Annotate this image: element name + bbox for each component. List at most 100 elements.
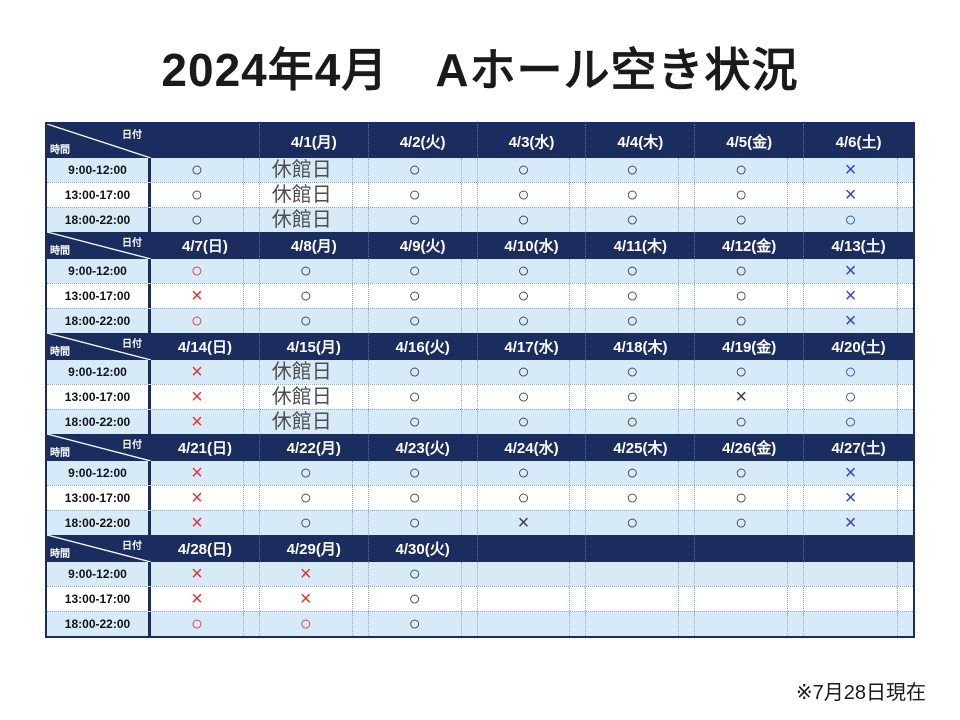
availability-cell: ○	[804, 385, 913, 409]
availability-cell: ○	[260, 461, 369, 485]
date-header-cell: 4/4(木)	[586, 124, 696, 158]
availability-cell: ○	[478, 284, 587, 308]
availability-cell: ×	[260, 587, 369, 611]
availability-cell: ○	[478, 208, 587, 232]
date-header-cell: 4/20(土)	[831, 339, 886, 356]
corner-time-label: 時間	[50, 347, 70, 358]
availability-cell: ○	[586, 410, 696, 434]
availability-cell	[586, 562, 696, 586]
availability-cell: ○	[695, 158, 805, 182]
availability-cell: ○	[260, 612, 369, 636]
date-header-cell: 4/12(金)	[695, 232, 805, 259]
availability-cell: ○	[369, 511, 478, 535]
date-header-cell: 4/25(木)	[586, 434, 696, 461]
date-header-cell: 4/30(火)	[369, 535, 478, 562]
availability-cell: ×	[151, 284, 260, 308]
availability-cell: ○	[369, 410, 478, 434]
date-header-cell: 4/11(木)	[586, 232, 696, 259]
availability-cell: ○	[369, 309, 478, 333]
availability-cell: ○	[369, 360, 478, 384]
date-header-cell: 4/5(金)	[695, 124, 805, 158]
availability-cell: ×	[804, 183, 913, 207]
availability-cell: 休館日	[252, 208, 369, 232]
time-slot-row: 13:00-17:00 × ○ ○ ○ ○ ○ ×	[47, 283, 913, 308]
availability-cell: ○	[586, 208, 696, 232]
week-header-row: 日付 時間 4/21(日) 4/22(月) 4/23(火) 4/24(水) 4/25(木) 4…	[47, 434, 913, 461]
corner-time-label: 時間	[50, 549, 70, 560]
availability-cell: ×	[478, 511, 587, 535]
availability-cell: ○	[369, 612, 478, 636]
availability-cell: ○	[260, 259, 369, 283]
availability-cell: ○	[369, 259, 478, 283]
availability-cell: ○	[586, 259, 696, 283]
time-slot-cell: 18:00-22:00	[47, 309, 151, 333]
date-header-cell: 4/21(日)	[151, 434, 260, 461]
availability-cell	[478, 562, 587, 586]
date-header-cell: 4/18(木)	[586, 333, 696, 360]
date-header-cell: 4/16(火)	[369, 333, 478, 360]
time-slot-row: 18:00-22:00 ○ 休館日 ○ ○ ○ ○ ○	[47, 207, 913, 232]
corner-cell: 日付 時間	[47, 232, 151, 259]
availability-cell: ×	[151, 587, 260, 611]
availability-cell	[804, 612, 913, 636]
availability-cell: ○	[586, 309, 696, 333]
availability-cell: ○	[369, 562, 478, 586]
time-slot-cell: 9:00-12:00	[47, 461, 151, 485]
availability-cell: ○	[695, 511, 805, 535]
availability-cell: ○	[151, 183, 260, 207]
availability-cell: ○	[369, 385, 478, 409]
time-slot-row: 18:00-22:00 ○ ○ ○	[47, 611, 913, 636]
availability-cell: ○	[260, 284, 369, 308]
diagonal-line	[47, 124, 151, 158]
availability-cell: ○	[260, 511, 369, 535]
availability-cell: ○	[804, 360, 913, 384]
time-slot-cell: 18:00-22:00	[47, 612, 151, 636]
date-header-cell: 4/10(水)	[478, 232, 587, 259]
availability-cell: ○	[151, 309, 260, 333]
diagonal-line	[47, 333, 151, 360]
time-slot-row: 13:00-17:00 × 休館日 ○ ○ ○ × ○	[47, 384, 913, 409]
time-slot-cell: 9:00-12:00	[47, 259, 151, 283]
time-slot-cell: 18:00-22:00	[47, 511, 151, 535]
availability-cell	[478, 587, 587, 611]
time-slot-cell: 13:00-17:00	[47, 486, 151, 510]
availability-cell: ×	[151, 461, 260, 485]
availability-cell: ○	[586, 511, 696, 535]
time-slot-row: 18:00-22:00 ○ ○ ○ ○ ○ ○ ×	[47, 308, 913, 333]
corner-date-label: 日付	[122, 440, 142, 451]
date-header-cell	[151, 124, 260, 158]
corner-time-label: 時間	[50, 246, 70, 257]
date-header-cell: 4/19(金)	[695, 333, 805, 360]
date-header-cell: 4/29(月)	[260, 535, 369, 562]
availability-cell: ○	[478, 461, 587, 485]
time-slot-row: 18:00-22:00 × 休館日 ○ ○ ○ ○ ○	[47, 409, 913, 434]
availability-cell: ○	[586, 360, 696, 384]
date-header-cell: 4/17(水)	[478, 333, 587, 360]
availability-cell: ○	[695, 259, 805, 283]
availability-cell	[695, 612, 805, 636]
time-slot-cell: 13:00-17:00	[47, 284, 151, 308]
availability-cell: ○	[586, 183, 696, 207]
availability-cell: ○	[695, 309, 805, 333]
time-slot-row: 13:00-17:00 × × ○	[47, 586, 913, 611]
diagonal-line	[47, 232, 151, 259]
time-slot-cell: 13:00-17:00	[47, 183, 151, 207]
availability-cell	[804, 587, 913, 611]
availability-cell: ○	[586, 158, 696, 182]
week-header-row: 日付 時間 4/7(日) 4/8(月) 4/9(火) 4/10(水) 4/11(木) 4/12…	[47, 232, 913, 259]
time-slot-row: 9:00-12:00 ○ 休館日 ○ ○ ○ ○ ×	[47, 158, 913, 182]
availability-cell: ○	[804, 208, 913, 232]
availability-cell: ○	[151, 612, 260, 636]
availability-cell: ×	[804, 284, 913, 308]
corner-cell: 日付時間	[47, 535, 151, 562]
availability-cell: ○	[695, 284, 805, 308]
corner-time-label: 時間	[50, 145, 70, 156]
availability-cell: ×	[804, 259, 913, 283]
diagonal-line	[47, 434, 151, 461]
availability-cell: ○	[478, 385, 587, 409]
corner-date-label: 日付	[122, 541, 142, 552]
availability-cell: ○	[478, 309, 587, 333]
corner-date-label: 日付	[122, 339, 142, 350]
availability-cell: 休館日	[252, 360, 369, 384]
